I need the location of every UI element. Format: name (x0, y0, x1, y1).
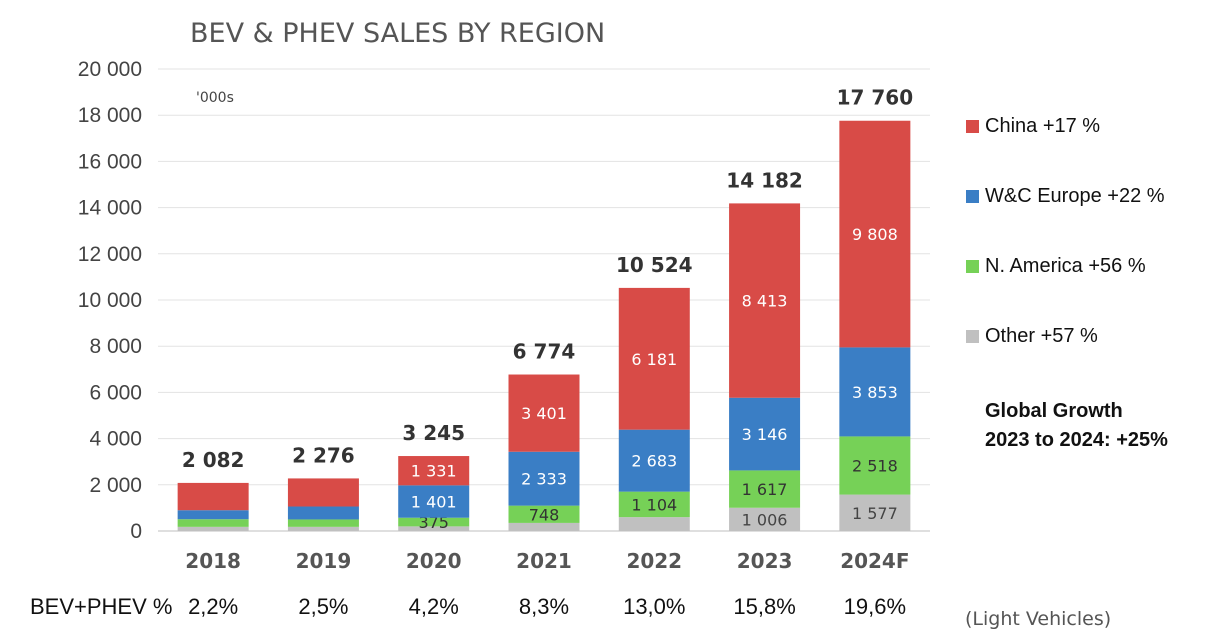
total-label: 14 182 (726, 168, 803, 192)
bar-segment (177, 519, 249, 527)
y-tick-label: 2 000 (89, 474, 142, 497)
chart-title: BEV & PHEV SALES BY REGION (190, 18, 605, 49)
segment-label: 1 617 (742, 480, 788, 499)
bar-segment (398, 456, 470, 486)
bar-segment (287, 519, 359, 527)
segment-label: 1 006 (742, 510, 788, 529)
unit-label: '000s (196, 90, 234, 106)
share-value: 19,6% (844, 594, 906, 619)
share-value: 13,0% (623, 594, 685, 619)
bar-segment (398, 526, 470, 531)
x-tick-label: 2018 (185, 549, 241, 573)
y-tick-label: 16 000 (78, 150, 142, 173)
bar-segment (287, 526, 359, 531)
segment-label: 1 331 (411, 462, 457, 481)
y-tick-label: 18 000 (78, 104, 142, 127)
bar-segment (839, 120, 911, 348)
legend: China +17 % W&C Europe +22 % N. America +5… (966, 115, 1165, 347)
y-tick-label: 20 000 (78, 58, 142, 81)
share-row: 2,2% 2,5% 4,2% 8,3% 13,0% 15,8% 19,6% (188, 594, 906, 619)
y-tick-label: 10 000 (78, 289, 142, 312)
legend-swatch (966, 120, 979, 133)
y-tick-label: 0 (130, 520, 142, 543)
y-tick-label: 12 000 (78, 243, 142, 266)
total-label: 17 760 (837, 86, 914, 110)
bar-segment (729, 397, 801, 471)
segment-label: 3 853 (852, 383, 898, 402)
bar-segment (618, 517, 690, 531)
bar-segment (287, 478, 359, 507)
total-label: 6 774 (513, 340, 576, 364)
segment-label: 2 683 (631, 452, 677, 471)
segment-label: 1 401 (411, 493, 457, 512)
legend-label: W&C Europe +22 % (985, 185, 1165, 207)
bar-segment (508, 374, 580, 452)
legend-label: N. America +56 % (985, 255, 1146, 277)
segment-label: 1 104 (631, 495, 677, 514)
bar-segment (508, 505, 580, 523)
bar-segment (398, 485, 470, 518)
bar-segment (618, 429, 690, 492)
growth-note-line-2: 2023 to 2024: +25% (985, 429, 1168, 451)
x-tick-label: 2023 (737, 549, 793, 573)
legend-swatch (966, 330, 979, 343)
share-value: 2,5% (298, 594, 348, 619)
bar-segment (508, 522, 580, 531)
total-label: 3 245 (402, 421, 465, 445)
bar-segment (287, 506, 359, 520)
segment-label: 9 808 (852, 225, 898, 244)
bar-segment (177, 510, 249, 520)
share-value: 2,2% (188, 594, 238, 619)
bar-segment (618, 491, 690, 518)
share-row-label: BEV+PHEV % (30, 594, 172, 619)
x-tick-label: 2021 (516, 549, 572, 573)
segment-label: 748 (529, 505, 560, 524)
bar-segment (839, 436, 911, 495)
segment-label: 8 413 (742, 292, 788, 311)
y-axis-ticks: 0 2 000 4 000 6 000 8 000 10 000 12 000 14 000 1… (78, 58, 142, 543)
footnote: (Light Vehicles) (965, 608, 1111, 630)
segment-label: 2 333 (521, 470, 567, 489)
bar-segment (729, 203, 801, 398)
segment-label: 3 401 (521, 404, 567, 423)
bar-segment (839, 347, 911, 437)
segment-label: 3 146 (742, 425, 788, 444)
x-axis-ticks: 2018 2019 2020 2021 2022 2023 2024F (185, 549, 909, 573)
y-tick-label: 14 000 (78, 197, 142, 220)
bar-segment (618, 287, 690, 430)
bar-segment (398, 517, 470, 527)
x-tick-label: 2022 (626, 549, 682, 573)
growth-note-line-1: Global Growth (985, 400, 1123, 422)
x-tick-label: 2020 (406, 549, 462, 573)
x-tick-label: 2019 (296, 549, 352, 573)
y-tick-label: 6 000 (89, 381, 142, 404)
segment-label: 375 (418, 513, 449, 532)
bar-segment (839, 494, 911, 531)
legend-swatch (966, 260, 979, 273)
total-label: 2 276 (292, 443, 355, 467)
bar-segment (729, 507, 801, 531)
gridlines (158, 68, 930, 532)
bar-segment (177, 482, 249, 511)
x-tick-label: 2024F (840, 549, 909, 573)
share-value: 8,3% (519, 594, 569, 619)
bar-segment (729, 470, 801, 508)
legend-label: Other +57 % (985, 325, 1098, 347)
share-value: 4,2% (409, 594, 459, 619)
segment-label: 1 577 (852, 504, 898, 523)
y-tick-label: 8 000 (89, 335, 142, 358)
total-labels: 2 082 2 276 3 245 6 774 10 524 14 182 17 760 (182, 86, 913, 472)
segment-label: 2 518 (852, 456, 898, 475)
segment-label: 6 181 (631, 350, 677, 369)
total-label: 2 082 (182, 448, 245, 472)
total-label: 10 524 (616, 253, 693, 277)
y-tick-label: 4 000 (89, 428, 142, 451)
legend-swatch (966, 190, 979, 203)
legend-label: China +17 % (985, 115, 1100, 137)
bar-segment (177, 526, 249, 531)
bar-segment (508, 451, 580, 506)
share-value: 15,8% (733, 594, 795, 619)
